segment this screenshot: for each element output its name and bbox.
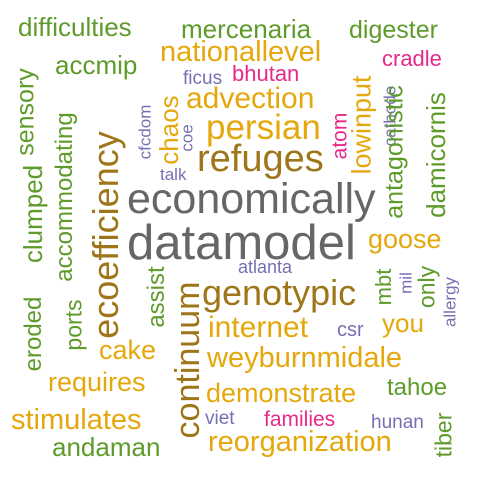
word: eroded [20,296,47,372]
word: weyburnmidale [207,342,403,374]
word: demonstrate [206,378,357,408]
word: digester [349,16,438,44]
word: you [382,308,424,338]
word: talk [160,165,187,184]
word: mbt [371,268,396,306]
word: ficus [183,68,223,89]
word: reorganization [208,426,392,458]
word: damicornis [421,92,451,218]
word: assist [143,266,170,328]
word: accommodating [51,112,78,282]
word: antagonistic [380,85,409,219]
word: tahoe [387,374,448,401]
word: csr [337,319,364,341]
word: advection [186,82,315,115]
word: coe [177,124,197,152]
word: mercenaria [181,14,312,44]
word: lowinput [346,75,377,175]
word: viet [205,408,235,429]
word: bhutan [232,61,300,86]
word: hunan [371,412,424,433]
word: cake [99,335,157,365]
word: cradle [382,46,442,71]
word: accmip [55,50,138,80]
word: nationallevel [160,36,322,68]
word: sensory [11,68,40,156]
word: clumped [18,164,48,264]
word: families [264,408,336,431]
word: atlanta [238,257,293,277]
word: continuum [169,281,207,439]
word: tiber [430,412,457,458]
word: ecoefficiency [85,131,126,339]
word: internet [208,311,309,344]
word: mil [396,272,416,294]
word: goose [368,224,442,254]
word: stimulates [11,404,142,436]
word: economically [127,175,376,223]
word: difficulties [18,12,132,42]
word: refuges [197,138,324,180]
word: cfcdom [135,104,155,160]
word: genotypic [202,272,357,313]
word: datamodel [127,216,356,270]
word: requires [48,367,146,397]
word: persian [206,108,321,147]
word: allergy [440,276,460,328]
word: only [413,265,440,309]
word: ports [60,299,87,351]
word: andaman [52,432,161,462]
